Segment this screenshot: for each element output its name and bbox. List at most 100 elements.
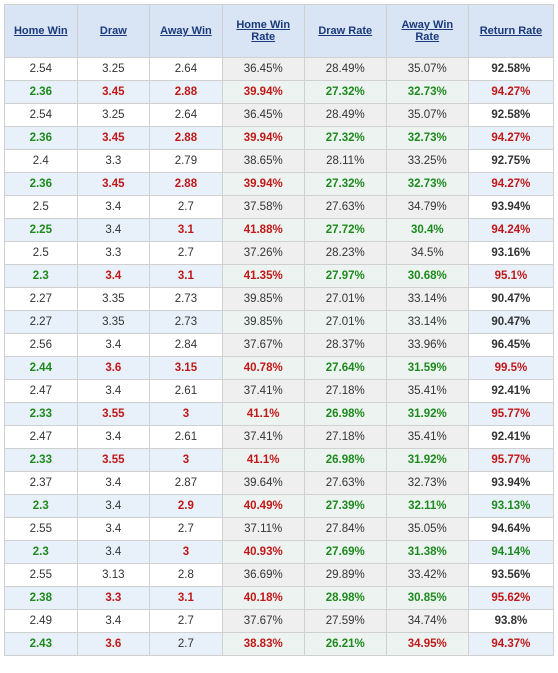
- cell: 2.64: [150, 104, 223, 127]
- cell: 33.14%: [386, 311, 468, 334]
- cell: 2.4: [5, 150, 78, 173]
- cell: 2.37: [5, 472, 78, 495]
- cell: 33.96%: [386, 334, 468, 357]
- cell: 31.59%: [386, 357, 468, 380]
- cell: 30.68%: [386, 265, 468, 288]
- cell: 2.3: [5, 541, 78, 564]
- cell: 3.25: [77, 58, 150, 81]
- cell: 2.8: [150, 564, 223, 587]
- table-row: 2.273.352.7339.85%27.01%33.14%90.47%: [5, 311, 554, 334]
- cell: 41.1%: [222, 403, 304, 426]
- table-header-row: Home WinDrawAway WinHome Win RateDraw Ra…: [5, 5, 554, 58]
- col-header-1[interactable]: Draw: [77, 5, 150, 58]
- cell: 33.25%: [386, 150, 468, 173]
- cell: 2.7: [150, 518, 223, 541]
- cell: 3.45: [77, 81, 150, 104]
- cell: 28.98%: [304, 587, 386, 610]
- cell: 2.5: [5, 242, 78, 265]
- table-row: 2.543.252.6436.45%28.49%35.07%92.58%: [5, 104, 554, 127]
- cell: 27.63%: [304, 196, 386, 219]
- col-header-4[interactable]: Draw Rate: [304, 5, 386, 58]
- cell: 26.98%: [304, 403, 386, 426]
- cell: 2.33: [5, 449, 78, 472]
- table-body: 2.543.252.6436.45%28.49%35.07%92.58%2.36…: [5, 58, 554, 656]
- cell: 3.1: [150, 587, 223, 610]
- col-header-0[interactable]: Home Win: [5, 5, 78, 58]
- table-row: 2.493.42.737.67%27.59%34.74%93.8%: [5, 610, 554, 633]
- cell: 26.98%: [304, 449, 386, 472]
- cell: 2.5: [5, 196, 78, 219]
- cell: 2.3: [5, 495, 78, 518]
- cell: 40.78%: [222, 357, 304, 380]
- cell: 92.58%: [468, 104, 553, 127]
- cell: 3.4: [77, 472, 150, 495]
- cell: 34.5%: [386, 242, 468, 265]
- cell: 94.27%: [468, 173, 553, 196]
- cell: 31.38%: [386, 541, 468, 564]
- col-header-3[interactable]: Home Win Rate: [222, 5, 304, 58]
- cell: 41.35%: [222, 265, 304, 288]
- table-row: 2.553.132.836.69%29.89%33.42%93.56%: [5, 564, 554, 587]
- cell: 3.6: [77, 633, 150, 656]
- cell: 95.77%: [468, 403, 553, 426]
- cell: 29.89%: [304, 564, 386, 587]
- cell: 99.5%: [468, 357, 553, 380]
- cell: 34.95%: [386, 633, 468, 656]
- col-header-2[interactable]: Away Win: [150, 5, 223, 58]
- cell: 95.62%: [468, 587, 553, 610]
- col-header-5[interactable]: Away Win Rate: [386, 5, 468, 58]
- cell: 94.27%: [468, 127, 553, 150]
- cell: 27.39%: [304, 495, 386, 518]
- cell: 2.84: [150, 334, 223, 357]
- cell: 2.7: [150, 196, 223, 219]
- cell: 2.73: [150, 311, 223, 334]
- cell: 3: [150, 449, 223, 472]
- cell: 27.72%: [304, 219, 386, 242]
- cell: 3: [150, 403, 223, 426]
- cell: 93.13%: [468, 495, 553, 518]
- cell: 2.25: [5, 219, 78, 242]
- table-row: 2.433.62.738.83%26.21%34.95%94.37%: [5, 633, 554, 656]
- cell: 32.73%: [386, 81, 468, 104]
- cell: 3.45: [77, 127, 150, 150]
- cell: 35.05%: [386, 518, 468, 541]
- cell: 27.69%: [304, 541, 386, 564]
- cell: 3.4: [77, 196, 150, 219]
- cell: 2.27: [5, 288, 78, 311]
- table-row: 2.543.252.6436.45%28.49%35.07%92.58%: [5, 58, 554, 81]
- col-header-6[interactable]: Return Rate: [468, 5, 553, 58]
- cell: 3.45: [77, 173, 150, 196]
- cell: 3.15: [150, 357, 223, 380]
- cell: 92.41%: [468, 380, 553, 403]
- cell: 32.11%: [386, 495, 468, 518]
- cell: 90.47%: [468, 311, 553, 334]
- cell: 93.94%: [468, 472, 553, 495]
- cell: 2.36: [5, 81, 78, 104]
- cell: 3.4: [77, 518, 150, 541]
- cell: 93.16%: [468, 242, 553, 265]
- cell: 28.49%: [304, 104, 386, 127]
- cell: 28.49%: [304, 58, 386, 81]
- cell: 3: [150, 541, 223, 564]
- cell: 35.41%: [386, 380, 468, 403]
- cell: 28.11%: [304, 150, 386, 173]
- cell: 27.64%: [304, 357, 386, 380]
- cell: 94.27%: [468, 81, 553, 104]
- cell: 40.93%: [222, 541, 304, 564]
- cell: 3.4: [77, 610, 150, 633]
- cell: 2.7: [150, 633, 223, 656]
- cell: 3.4: [77, 380, 150, 403]
- table-row: 2.43.32.7938.65%28.11%33.25%92.75%: [5, 150, 554, 173]
- cell: 40.18%: [222, 587, 304, 610]
- table-row: 2.253.43.141.88%27.72%30.4%94.24%: [5, 219, 554, 242]
- cell: 3.6: [77, 357, 150, 380]
- cell: 36.45%: [222, 104, 304, 127]
- cell: 2.54: [5, 104, 78, 127]
- cell: 39.64%: [222, 472, 304, 495]
- cell: 36.69%: [222, 564, 304, 587]
- cell: 27.32%: [304, 127, 386, 150]
- cell: 3.35: [77, 311, 150, 334]
- cell: 26.21%: [304, 633, 386, 656]
- cell: 27.01%: [304, 288, 386, 311]
- cell: 28.23%: [304, 242, 386, 265]
